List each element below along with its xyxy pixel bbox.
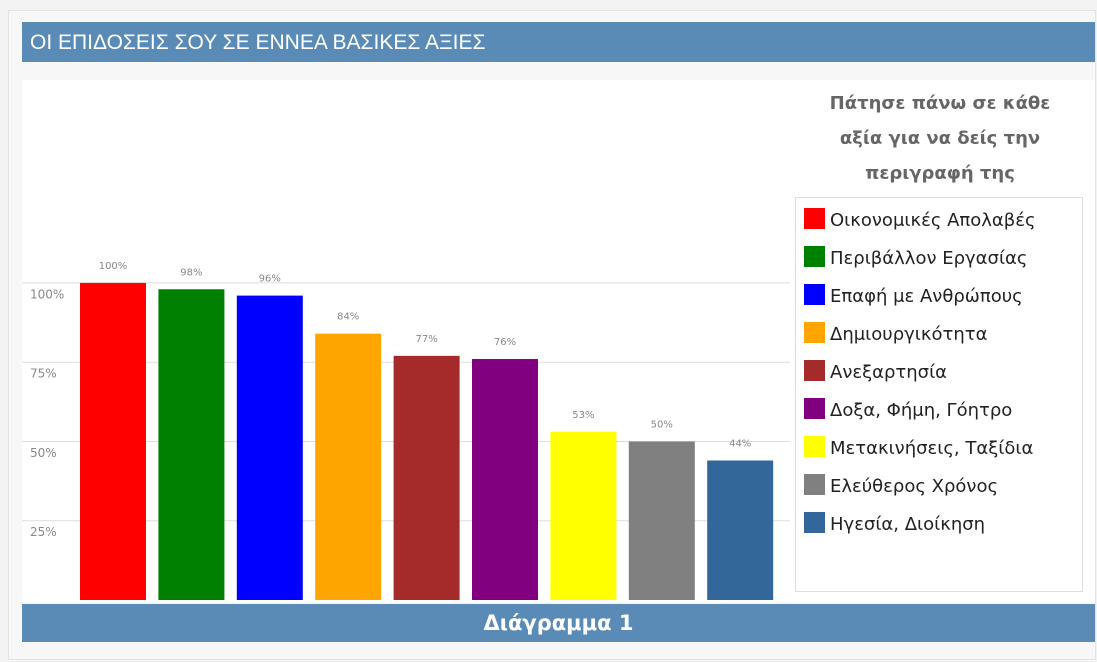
- legend-item[interactable]: Οικονομικές Απολαβές: [804, 202, 1074, 240]
- panel-title: ΟΙ ΕΠΙΔΟΣΕΙΣ ΣΟΥ ΣΕ ΕΝΝΕΑ ΒΑΣΙΚΕΣ ΑΞΙΕΣ: [22, 22, 1095, 62]
- bar: [315, 333, 382, 600]
- legend: Οικονομικές Απολαβές Περιβάλλον Εργασίας Ε…: [795, 197, 1083, 592]
- legend-item[interactable]: Περιβάλλον Εργασίας: [804, 240, 1074, 278]
- legend-item[interactable]: Επαφή με Ανθρώπους: [804, 278, 1074, 316]
- bar: [550, 431, 617, 600]
- legend-swatch: [804, 474, 825, 495]
- bar: [472, 359, 538, 600]
- bar: [707, 460, 774, 600]
- legend-item[interactable]: Ηγεσία, Διοίκηση: [804, 506, 1074, 544]
- legend-swatch: [804, 208, 825, 229]
- legend-label[interactable]: Ελεύθερος Χρόνος: [830, 476, 999, 497]
- legend-item[interactable]: Μετακινήσεις, Ταξίδια: [804, 430, 1074, 468]
- bar: [236, 295, 303, 600]
- y-tick-label: 50%: [30, 446, 57, 460]
- legend-label[interactable]: Περιβάλλον Εργασίας: [830, 248, 1028, 269]
- legend-note: Πάτησε πάνω σε κάθε αξία για να δείς την…: [829, 93, 1051, 184]
- legend-label[interactable]: Οικονομικές Απολαβές: [830, 210, 1036, 231]
- legend-item[interactable]: Δοξα, Φήμη, Γόητρο: [804, 392, 1074, 430]
- bar: [158, 289, 225, 600]
- legend-item[interactable]: Δημιουργικότητα: [804, 316, 1074, 354]
- value-label: 50%: [651, 419, 673, 430]
- value-label: 98%: [180, 267, 202, 278]
- value-label: 53%: [572, 410, 594, 421]
- legend-swatch: [804, 246, 825, 267]
- bar: [628, 441, 695, 600]
- chart-caption: Διάγραμμα 1: [22, 604, 1095, 642]
- y-tick-label: 25%: [30, 525, 57, 539]
- legend-label[interactable]: Δημιουργικότητα: [830, 324, 988, 345]
- value-label: 76%: [494, 337, 516, 348]
- legend-label[interactable]: Ανεξαρτησία: [830, 362, 948, 383]
- legend-label[interactable]: Ηγεσία, Διοίκηση: [830, 514, 986, 535]
- legend-label[interactable]: Επαφή με Ανθρώπους: [830, 286, 1023, 307]
- y-tick-label: 100%: [30, 287, 64, 301]
- value-label: 44%: [729, 438, 751, 449]
- legend-swatch: [804, 436, 825, 457]
- legend-swatch: [804, 322, 825, 343]
- value-label: 77%: [415, 334, 437, 345]
- value-label: 84%: [337, 312, 359, 323]
- legend-swatch: [804, 512, 825, 533]
- value-label: 96%: [259, 274, 281, 285]
- legend-item[interactable]: Ελεύθερος Χρόνος: [804, 468, 1074, 506]
- value-label: 100%: [99, 261, 128, 272]
- legend-swatch: [804, 398, 825, 419]
- legend-label[interactable]: Δοξα, Φήμη, Γόητρο: [830, 400, 1013, 421]
- legend-item[interactable]: Ανεξαρτησία: [804, 354, 1074, 392]
- legend-swatch: [804, 360, 825, 381]
- legend-label[interactable]: Μετακινήσεις, Ταξίδια: [830, 438, 1034, 459]
- legend-swatch: [804, 284, 825, 305]
- y-tick-label: 75%: [30, 367, 57, 381]
- bar: [80, 282, 146, 600]
- bar: [393, 355, 460, 600]
